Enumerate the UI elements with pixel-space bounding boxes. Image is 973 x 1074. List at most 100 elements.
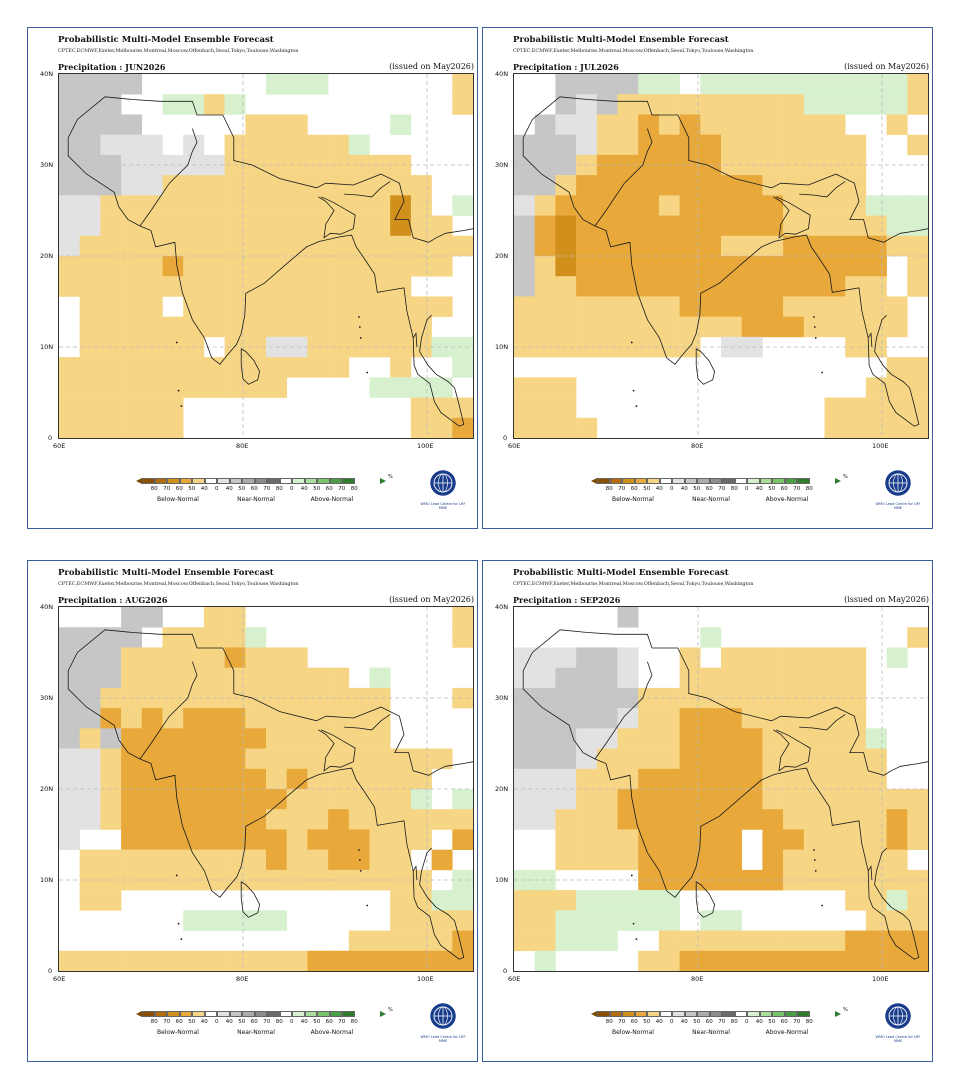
probability-cell — [183, 667, 205, 689]
probability-cell — [576, 768, 598, 790]
probability-cell — [79, 417, 101, 438]
legend-swatch — [204, 1011, 217, 1017]
probability-cell — [328, 667, 350, 689]
legend-swatch — [304, 1011, 317, 1017]
panel-variable: Precipitation : SEP2026 — [513, 595, 621, 605]
probability-cell — [576, 235, 598, 257]
probability-cell — [617, 195, 639, 216]
probability-cell — [576, 910, 598, 931]
probability-cell — [845, 708, 867, 729]
probability-cell — [286, 768, 308, 790]
probability-cell — [700, 748, 722, 770]
probability-cell — [369, 789, 391, 810]
legend-tick-label: 60 — [630, 1019, 638, 1025]
logo-caption: WMO Lead Centre for LRF MME — [420, 502, 466, 510]
probability-cell — [141, 134, 163, 156]
legend-tick-label: 80 — [805, 1019, 813, 1025]
probability-cell — [824, 708, 846, 729]
probability-cell — [452, 789, 473, 810]
probability-cell — [596, 768, 618, 790]
island-dot — [359, 870, 362, 872]
probability-cell — [534, 667, 556, 689]
probability-cell — [658, 235, 680, 257]
probability-cell — [121, 276, 143, 297]
probability-cell — [845, 417, 867, 438]
forecast-map — [513, 606, 929, 972]
probability-cell — [886, 890, 908, 911]
probability-cell — [555, 195, 577, 216]
probability-cell — [121, 417, 143, 438]
probability-cell — [783, 175, 805, 196]
probability-cell — [783, 809, 805, 830]
probability-cell — [286, 316, 308, 338]
probability-cell — [307, 809, 329, 830]
probability-cell — [183, 134, 205, 156]
probability-cell — [141, 397, 163, 419]
legend-swatch — [279, 1011, 292, 1017]
probability-cell — [534, 175, 556, 196]
probability-cell — [369, 377, 391, 398]
probability-cell — [886, 417, 908, 438]
forecast-map — [58, 73, 474, 439]
island-dot — [359, 337, 362, 339]
probability-cell — [79, 114, 101, 135]
probability-cell — [100, 195, 122, 216]
legend-arrow-left-icon — [136, 1011, 142, 1017]
probability-cell — [845, 950, 867, 971]
probability-cell — [824, 175, 846, 196]
legend-swatch — [609, 478, 622, 484]
coastline — [412, 865, 418, 881]
probability-cell — [390, 869, 412, 891]
probability-cell — [596, 94, 618, 115]
probability-cell — [203, 647, 225, 668]
probability-cell — [886, 316, 908, 338]
probability-cell — [886, 94, 908, 115]
probability-cell — [741, 950, 763, 971]
island-dot — [632, 389, 635, 392]
legend-swatch — [317, 478, 330, 484]
probability-cell — [141, 235, 163, 257]
legend-swatch — [154, 1011, 167, 1017]
probability-cell — [79, 175, 101, 196]
probability-cell — [721, 74, 742, 95]
legend-tick-label: 40 — [655, 486, 663, 492]
legend-category-label: Near-Normal — [237, 496, 275, 503]
probability-cell — [452, 235, 473, 257]
legend-tick-label: 80 — [150, 486, 158, 492]
probability-cell — [328, 768, 350, 790]
probability-cell — [431, 930, 453, 952]
probability-cell — [121, 627, 143, 648]
probability-cell — [803, 809, 825, 830]
legend-tick-label: 50 — [188, 1019, 196, 1025]
probability-cell — [59, 195, 80, 216]
probability-cell — [783, 869, 805, 891]
probability-cell — [410, 768, 432, 790]
probability-cell — [576, 256, 598, 277]
model-list: CPTEC,ECMWF,Exeter,Melbourne,Montreal,Mo… — [513, 581, 754, 587]
probability-cell — [845, 647, 867, 668]
probability-cell — [59, 134, 80, 156]
probability-cell — [410, 175, 432, 196]
probability-cell — [762, 316, 784, 338]
probability-cell — [824, 154, 846, 176]
probability-cell — [410, 215, 432, 237]
legend-swatch — [722, 478, 735, 484]
color-legend: 80 70 60 50 40 0 40 50 60 70 80 0 40 50 60 70 80% Below-N… — [136, 1007, 396, 1047]
probability-cell — [741, 728, 763, 749]
legend-swatch — [722, 1011, 735, 1017]
legend-arrow-left-icon — [591, 1011, 597, 1017]
probability-cell — [452, 910, 473, 931]
island-dot — [632, 922, 635, 925]
forecast-grid-svg — [59, 607, 473, 971]
probability-cell — [658, 74, 680, 95]
probability-cell — [721, 768, 742, 790]
probability-cell — [576, 930, 598, 952]
coastline — [573, 206, 920, 427]
probability-cell — [845, 667, 867, 689]
probability-cell — [824, 687, 846, 709]
legend-swatch — [597, 478, 610, 484]
probability-cell — [348, 256, 370, 277]
legend-swatch — [697, 1011, 710, 1017]
probability-cell — [534, 647, 556, 668]
probability-cell — [203, 667, 225, 689]
